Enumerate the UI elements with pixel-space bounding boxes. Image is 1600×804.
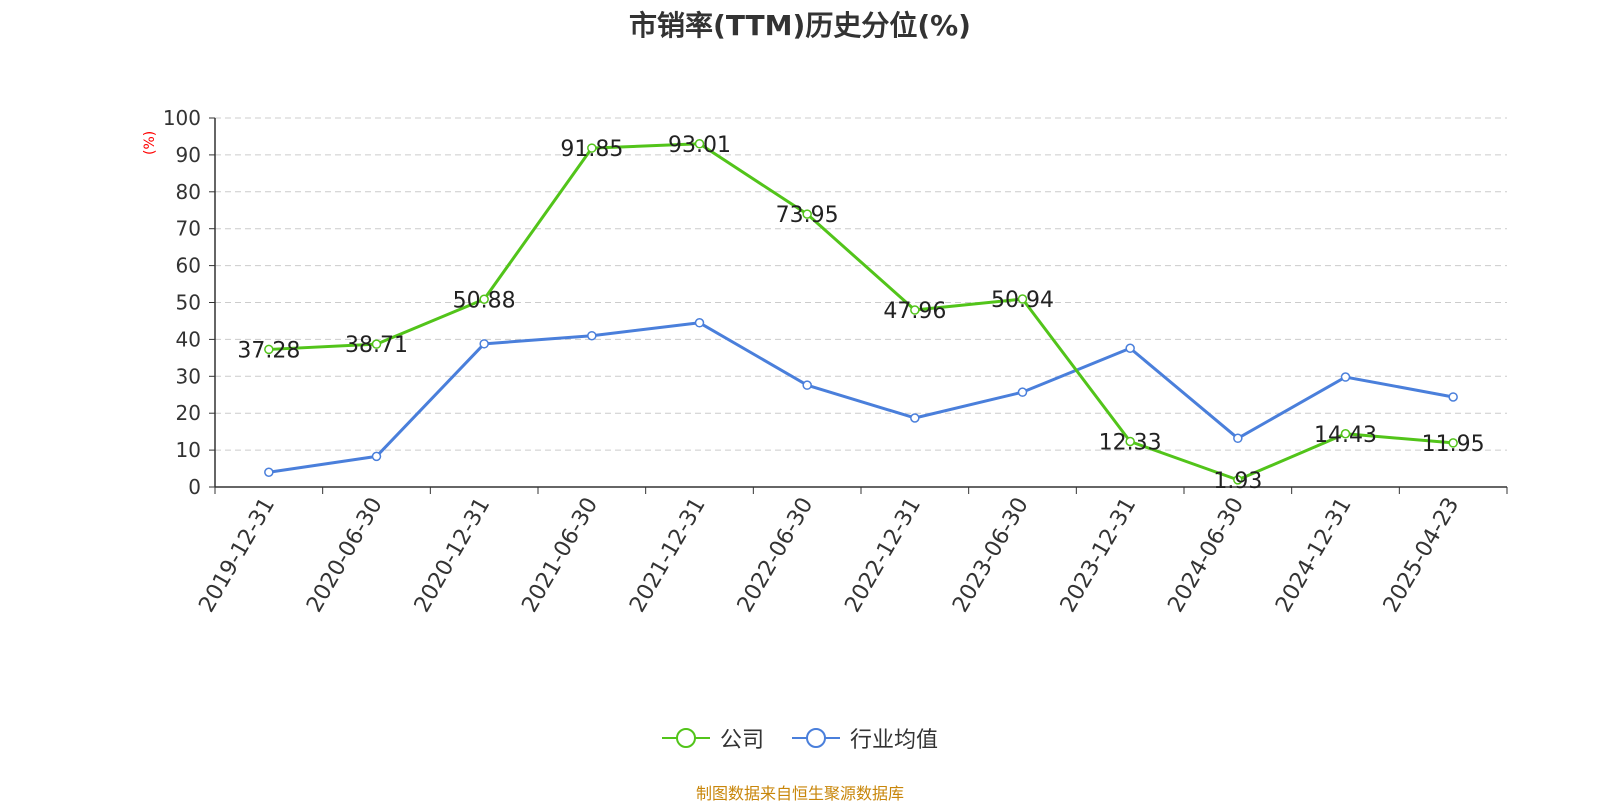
data-point xyxy=(587,143,597,153)
data-point xyxy=(264,344,274,355)
legend-label-company: 公司 xyxy=(719,728,764,753)
data-label: 91.85 xyxy=(560,137,623,162)
data-label: 37.28 xyxy=(237,338,300,363)
series-line xyxy=(268,142,1454,482)
x-tick-label: 2025-04-23 xyxy=(1379,494,1465,617)
series-line xyxy=(268,321,1454,474)
data-point xyxy=(1125,436,1135,447)
x-tick-label: 2024-06-30 xyxy=(1163,494,1249,617)
data-point xyxy=(264,467,274,477)
legend-line-icon xyxy=(661,728,710,748)
x-tick-label: 2020-12-31 xyxy=(410,493,496,616)
x-tick-label: 2019-12-31 xyxy=(194,494,280,617)
data-label: 73.95 xyxy=(776,203,839,228)
data-point xyxy=(694,318,705,328)
source-note: 制图数据来自恒生聚源数据库 xyxy=(695,784,904,803)
x-tick-label: 2022-12-31 xyxy=(840,493,926,616)
y-tick-label: 90 xyxy=(176,143,201,167)
x-tick-label: 2020-06-30 xyxy=(302,494,388,617)
data-point xyxy=(1233,433,1243,444)
chart-title: 市销率(TTM)历史分位(%) xyxy=(629,9,971,42)
data-label: 38.71 xyxy=(345,333,408,358)
data-point xyxy=(1448,438,1458,448)
x-tick-label: 2024-12-31 xyxy=(1271,494,1357,617)
data-label: 14.43 xyxy=(1314,423,1377,448)
y-tick-label: 70 xyxy=(176,217,201,241)
y-tick-label: 20 xyxy=(176,401,201,425)
data-point xyxy=(587,330,597,341)
data-point xyxy=(694,139,705,149)
data-label: 93.01 xyxy=(668,133,731,158)
legend-label-industry: 行业均值 xyxy=(850,728,939,753)
data-label: 11.95 xyxy=(1422,432,1485,457)
data-point xyxy=(1448,392,1458,402)
data-point xyxy=(1125,343,1135,354)
data-point xyxy=(1340,429,1351,439)
data-point xyxy=(479,339,489,349)
legend-item-company[interactable]: 公司 xyxy=(661,722,764,754)
x-tick-label: 2021-12-31 xyxy=(625,494,711,617)
y-tick-label: 10 xyxy=(176,438,201,462)
x-tick-label: 2023-12-31 xyxy=(1056,494,1142,617)
data-point xyxy=(371,339,382,349)
data-point xyxy=(1233,475,1243,485)
data-label: 12.33 xyxy=(1099,431,1162,456)
x-tick-label: 2021-06-30 xyxy=(517,494,603,617)
x-tick-label: 2022-06-30 xyxy=(733,494,819,617)
y-tick-label: 100 xyxy=(163,106,201,130)
legend-item-industry[interactable]: 行业均值 xyxy=(792,722,938,754)
data-point xyxy=(371,451,382,462)
data-point xyxy=(1017,294,1028,304)
data-point xyxy=(910,413,920,423)
y-tick-label: 50 xyxy=(176,291,201,315)
data-label: 47.96 xyxy=(883,299,946,324)
data-point xyxy=(802,209,812,219)
y-tick-label: 80 xyxy=(176,180,201,204)
data-point xyxy=(1340,372,1351,382)
legend-line-icon xyxy=(792,728,840,748)
y-tick-label: 60 xyxy=(176,254,201,278)
data-point xyxy=(1017,387,1028,397)
y-tick-label: 40 xyxy=(176,327,201,351)
data-point xyxy=(479,294,489,305)
legend: 公司 行业均值 xyxy=(0,722,1600,754)
data-label: 50.94 xyxy=(991,288,1054,313)
data-point xyxy=(802,380,812,390)
data-point xyxy=(910,305,920,315)
y-tick-label: 0 xyxy=(188,475,201,499)
x-tick-label: 2023-06-30 xyxy=(948,494,1034,617)
data-label: 1.93 xyxy=(1213,469,1262,494)
y-tick-label: 30 xyxy=(176,364,201,388)
data-label: 50.88 xyxy=(453,288,516,313)
